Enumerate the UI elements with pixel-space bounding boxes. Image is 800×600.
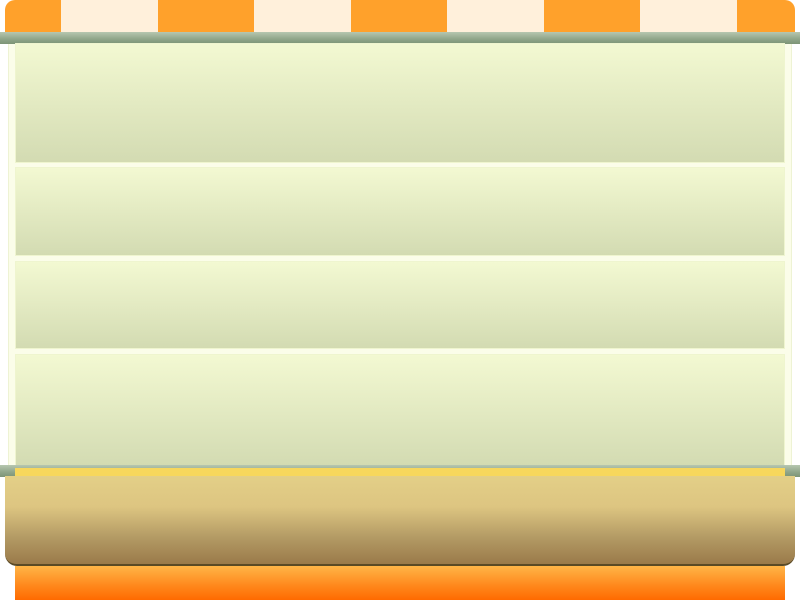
awning-stripe-orange — [351, 0, 447, 34]
shelf-panel-1 — [16, 44, 784, 162]
awning-stripe-cream — [61, 0, 158, 34]
counter-panel — [5, 476, 795, 566]
awning-stripe-cream — [254, 0, 351, 34]
counter-edge-strip — [15, 468, 785, 476]
awning-stripe-cream — [640, 0, 737, 34]
shelf-panel-3 — [16, 262, 784, 348]
top-rail — [0, 32, 800, 44]
shelf-panel-2 — [16, 168, 784, 255]
awning-stripe-cream — [447, 0, 544, 34]
awning — [5, 0, 795, 34]
counter-base — [15, 566, 785, 600]
shelf-panel-4 — [16, 355, 784, 465]
awning-stripe-orange — [737, 0, 795, 34]
awning-stripe-orange — [5, 0, 61, 34]
awning-stripe-orange — [544, 0, 640, 34]
awning-stripe-orange — [158, 0, 254, 34]
